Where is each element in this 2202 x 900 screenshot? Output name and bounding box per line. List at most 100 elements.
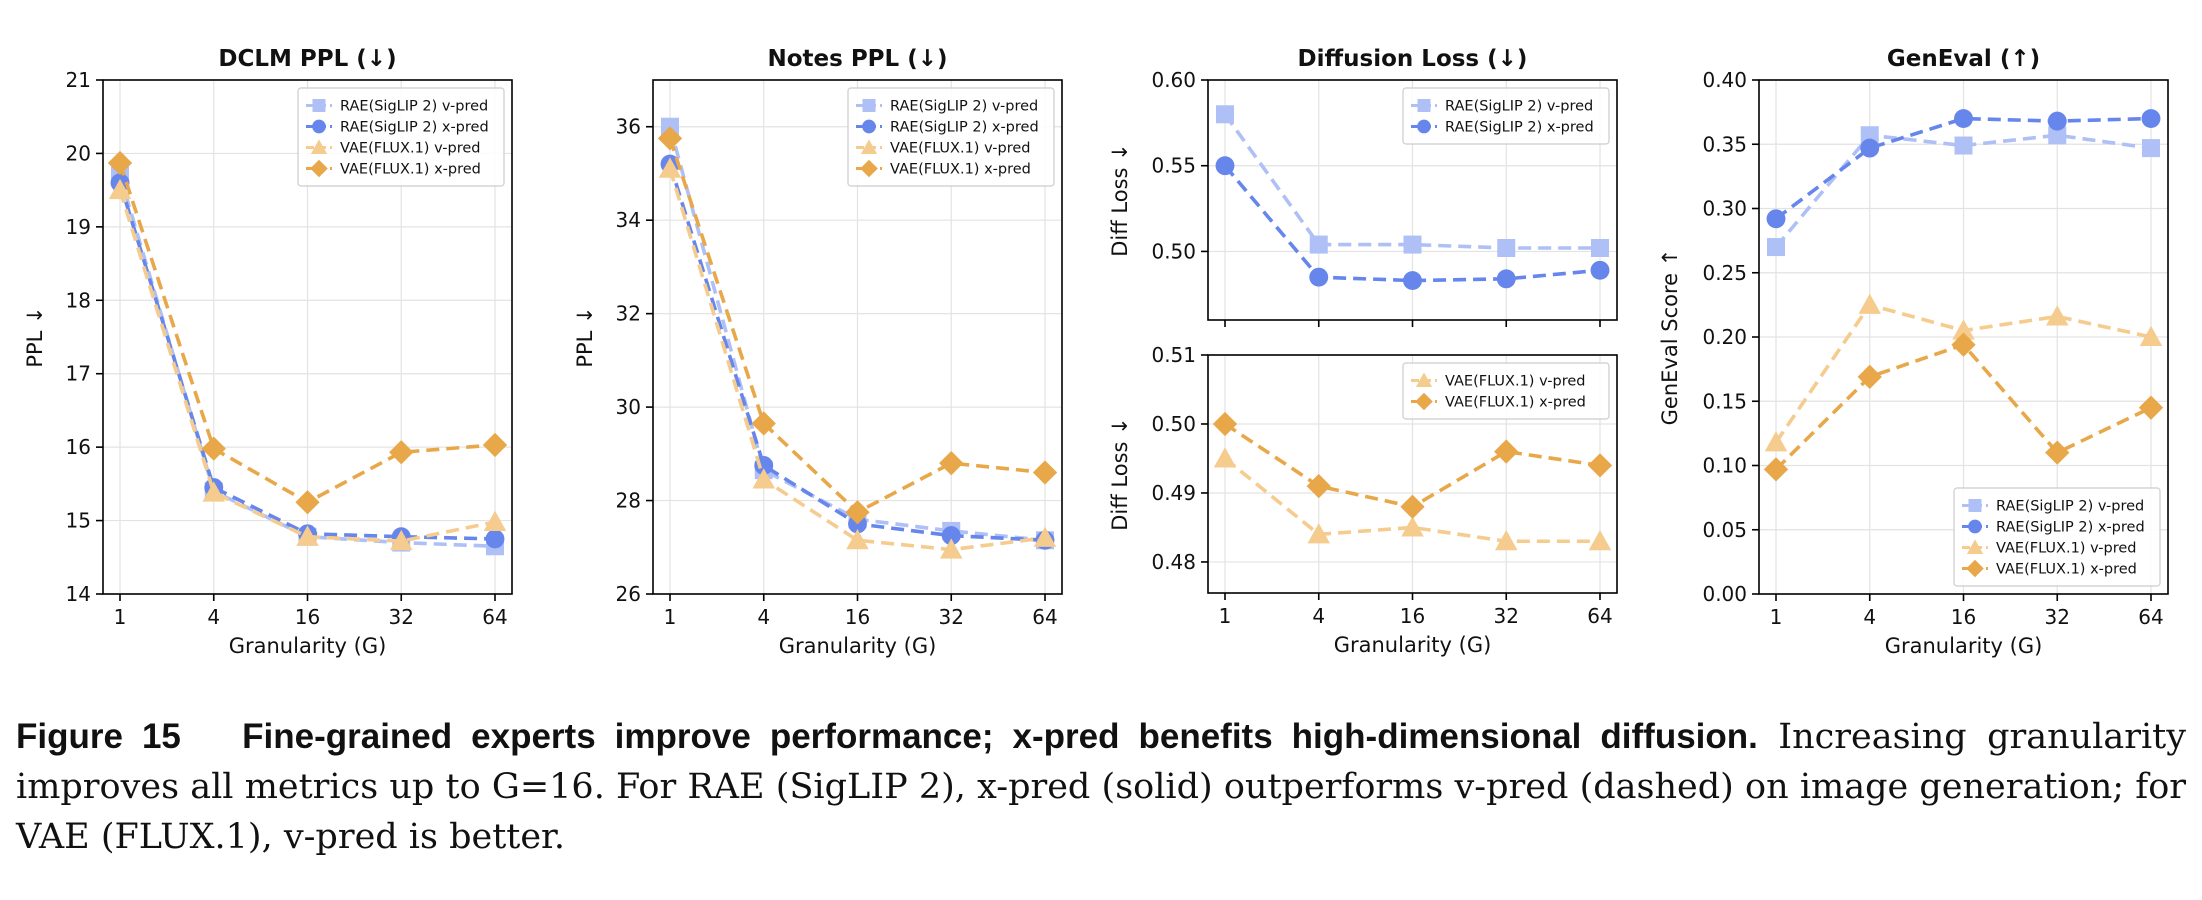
data-point-rae_x <box>1860 138 1880 158</box>
x-axis-label: Granularity (G) <box>779 634 937 658</box>
data-point-vae_x <box>1951 332 1976 357</box>
data-point-rae_v <box>1860 126 1879 145</box>
data-point-vae_x <box>295 490 320 515</box>
legend-marker-vae_v <box>1966 539 1984 554</box>
y-tick-label: 0.51 <box>1151 343 1196 367</box>
data-point-vae_v <box>1401 516 1424 537</box>
y-tick-label: 14 <box>66 582 91 606</box>
legend-label: RAE(SigLIP 2) x-pred <box>1996 520 2145 536</box>
legend-marker-rae_v <box>1968 499 1982 512</box>
y-tick-label: 0.49 <box>1151 481 1196 505</box>
y-axis-label: PPL ↓ <box>573 306 597 367</box>
y-tick-label: 0.35 <box>1702 132 1747 156</box>
x-tick-label: 4 <box>1312 604 1325 628</box>
legend-marker-vae_v <box>860 139 878 154</box>
legend-label: RAE(SigLIP 2) v-pred <box>1445 99 1593 115</box>
legend-marker-vae_x <box>310 159 328 178</box>
y-tick-label: 17 <box>66 362 91 386</box>
x-tick-label: 4 <box>757 605 770 629</box>
legend-label: VAE(FLUX.1) x-pred <box>1445 395 1586 411</box>
y-tick-label: 20 <box>66 141 91 165</box>
y-tick-label: 15 <box>66 509 91 533</box>
figure-caption: Figure 15 Fine-grained experts improve p… <box>16 712 2186 862</box>
data-point-vae_x <box>657 126 683 151</box>
y-tick-label: 0.40 <box>1702 68 1747 92</box>
data-point-vae_v <box>2139 325 2163 346</box>
y-tick-label: 0.30 <box>1702 197 1747 221</box>
y-axis-label: PPL ↓ <box>23 306 47 367</box>
chart-panel-3: 0.50 0.55 0.60 Diffusion Loss (↓) Diff Loss … <box>1108 46 1618 327</box>
y-tick-label: 28 <box>616 489 641 513</box>
data-point-rae_v <box>2048 126 2067 145</box>
legend-marker-rae_v <box>1417 99 1431 112</box>
y-axis-label: GenEval Score ↑ <box>1658 249 1682 426</box>
y-tick-label: 0.00 <box>1702 582 1747 606</box>
legend: RAE(SigLIP 2) v-pred RAE(SigLIP 2) x-pred… <box>297 87 505 187</box>
data-point-rae_x <box>941 526 961 546</box>
data-point-vae_v <box>202 481 225 502</box>
legend-label: RAE(SigLIP 2) v-pred <box>890 99 1038 115</box>
x-tick-label: 1 <box>114 605 127 629</box>
y-tick-label: 0.25 <box>1702 261 1747 285</box>
legend-box <box>1402 362 1610 420</box>
y-tick-label: 0.50 <box>1151 239 1196 263</box>
legend-label: RAE(SigLIP 2) v-pred <box>340 99 488 115</box>
data-point-vae_v <box>752 468 775 489</box>
y-tick-label: 0.15 <box>1702 389 1747 413</box>
x-axis-label: Granularity (G) <box>229 634 387 658</box>
data-point-rae_v <box>1309 235 1328 254</box>
y-tick-label: 18 <box>66 288 91 312</box>
data-point-vae_x <box>2045 440 2070 465</box>
data-point-rae_x <box>1954 109 1973 128</box>
data-point-vae_x <box>1763 457 1789 482</box>
legend-marker-vae_v <box>310 139 328 154</box>
chart-title: Diffusion Loss (↓) <box>1298 46 1528 72</box>
legend-label: VAE(FLUX.1) x-pred <box>890 162 1031 178</box>
data-point-vae_v <box>1495 530 1518 551</box>
chart-panel-4: 0.48 0.49 0.50 0.51 1 4 16 32 64 Granularity (G) D… <box>1108 343 1618 657</box>
y-tick-label: 36 <box>616 115 641 139</box>
legend-label: RAE(SigLIP 2) x-pred <box>340 120 489 136</box>
data-point-vae_v <box>846 529 869 550</box>
data-point-vae_v <box>658 157 682 178</box>
data-point-vae_v <box>296 525 319 546</box>
data-point-vae_x <box>1587 453 1613 478</box>
y-axis-label: Diff Loss ↓ <box>1108 143 1132 256</box>
chart-title: DCLM PPL (↓) <box>218 46 396 72</box>
x-tick-label: 1 <box>664 605 677 629</box>
y-axis-label: Diff Loss ↓ <box>1108 417 1132 530</box>
data-point-vae_x <box>1212 411 1238 437</box>
caption-body: Increasing granularity improves all metr… <box>16 717 2186 857</box>
x-tick-label: 16 <box>1400 604 1425 628</box>
data-point-rae_v <box>1216 105 1234 124</box>
legend-marker-vae_x <box>1966 559 1984 578</box>
data-point-rae_x <box>2141 109 2161 128</box>
data-point-vae_x <box>482 432 508 458</box>
x-tick-label: 1 <box>1219 604 1232 628</box>
data-point-vae_x <box>107 150 133 176</box>
data-point-vae_v <box>1952 319 1975 340</box>
legend: VAE(FLUX.1) v-pred VAE(FLUX.1) x-pred <box>1402 362 1610 420</box>
y-tick-label: 0.50 <box>1151 412 1196 436</box>
data-point-vae_x <box>1400 494 1425 519</box>
legend-marker-vae_x <box>860 159 878 178</box>
data-point-vae_x <box>2138 395 2164 420</box>
legend-label: RAE(SigLIP 2) v-pred <box>1996 499 2144 515</box>
y-tick-label: 0.10 <box>1702 454 1747 478</box>
x-axis-label: Granularity (G) <box>1334 633 1492 657</box>
x-tick-label: 4 <box>1863 605 1876 629</box>
data-point-vae_v <box>483 510 507 532</box>
legend-box <box>1402 87 1610 145</box>
data-point-vae_x <box>1032 460 1058 485</box>
data-point-vae_v <box>1033 526 1057 547</box>
legend-marker-rae_x <box>312 119 326 134</box>
caption-headline: Fine-grained experts improve performance… <box>242 717 1758 756</box>
x-tick-label: 32 <box>939 605 964 629</box>
data-point-vae_x <box>751 411 776 436</box>
legend-marker-rae_x <box>862 119 876 134</box>
legend-label: VAE(FLUX.1) x-pred <box>340 162 481 178</box>
series-line-rae_x <box>1774 116 2152 221</box>
data-point-vae_v <box>1307 523 1330 544</box>
y-tick-label: 30 <box>616 395 641 419</box>
legend-label: VAE(FLUX.1) v-pred <box>1445 374 1585 390</box>
